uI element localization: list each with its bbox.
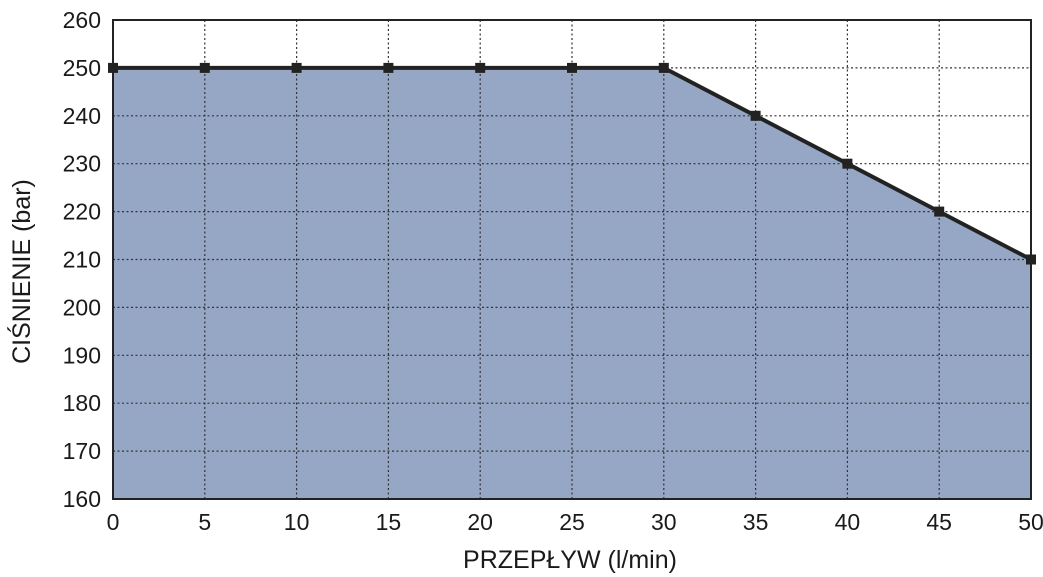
y-tick-label: 170 (63, 438, 101, 464)
data-point (475, 62, 486, 73)
data-point (842, 158, 853, 169)
x-tick-label: 0 (107, 509, 120, 535)
x-tick-label: 20 (467, 509, 493, 535)
plot-frame (112, 19, 1032, 500)
y-tick-label: 260 (63, 7, 101, 33)
x-tick-label: 35 (743, 509, 769, 535)
y-tick-label: 240 (63, 103, 101, 129)
y-tick-label: 210 (63, 247, 101, 273)
x-tick-labels: 0 5 10 15 20 25 30 35 40 45 50 (107, 509, 1043, 535)
y-tick-label: 160 (63, 486, 101, 512)
x-tick-label: 5 (198, 509, 211, 535)
x-tick-label: 45 (926, 509, 952, 535)
y-tick-label: 230 (63, 151, 101, 177)
y-tick-label: 220 (63, 199, 101, 225)
x-tick-label: 40 (835, 509, 861, 535)
data-point (658, 62, 669, 73)
x-tick-label: 10 (284, 509, 310, 535)
data-point (934, 206, 945, 217)
data-point (567, 62, 577, 73)
y-axis-title: CIŚNIENIE (bar) (6, 179, 36, 364)
y-tick-label: 250 (63, 55, 101, 81)
data-point (291, 62, 302, 73)
y-tick-label: 190 (63, 342, 101, 368)
x-tick-label: 50 (1018, 509, 1043, 535)
x-tick-label: 15 (376, 509, 402, 535)
x-axis-title: PRZEPŁYW (l/min) (463, 546, 677, 574)
y-tick-labels: 160 170 180 190 200 210 220 230 240 250 260 (63, 7, 101, 512)
data-point (199, 62, 210, 73)
area-fill-layer (113, 67, 1031, 500)
y-tick-label: 200 (63, 294, 101, 320)
y-tick-label: 180 (63, 390, 101, 416)
x-tick-label: 25 (559, 509, 585, 535)
x-tick-label: 30 (651, 509, 677, 535)
data-point (383, 62, 394, 73)
data-point (750, 110, 761, 121)
area-fill (113, 67, 1031, 500)
